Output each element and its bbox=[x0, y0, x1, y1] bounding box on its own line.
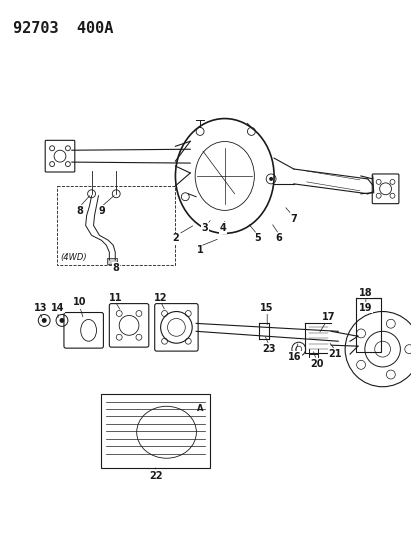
Bar bbox=[107, 258, 117, 264]
Text: 6: 6 bbox=[275, 233, 282, 243]
Text: 2: 2 bbox=[172, 233, 178, 243]
Text: 11: 11 bbox=[108, 293, 122, 303]
Text: 8: 8 bbox=[112, 263, 119, 273]
Text: 9: 9 bbox=[98, 206, 104, 215]
Text: 8: 8 bbox=[76, 206, 83, 215]
Text: 13: 13 bbox=[33, 303, 47, 312]
Text: A: A bbox=[196, 403, 203, 413]
Bar bbox=[57, 186, 175, 265]
Text: 4: 4 bbox=[219, 223, 225, 233]
Text: (4WD): (4WD) bbox=[60, 253, 86, 262]
Text: 18: 18 bbox=[358, 288, 372, 298]
Text: 10: 10 bbox=[73, 297, 86, 306]
Bar bbox=[355, 297, 380, 352]
Text: 5: 5 bbox=[253, 233, 260, 243]
Text: 15: 15 bbox=[260, 303, 273, 312]
Text: 19: 19 bbox=[358, 303, 372, 312]
Text: 21: 21 bbox=[328, 349, 341, 359]
Text: 16: 16 bbox=[287, 352, 301, 362]
Text: 17: 17 bbox=[321, 312, 334, 322]
Text: 3: 3 bbox=[201, 223, 208, 233]
Text: 1: 1 bbox=[196, 245, 203, 255]
Circle shape bbox=[59, 318, 64, 323]
Text: 20: 20 bbox=[309, 359, 323, 369]
Circle shape bbox=[42, 318, 47, 323]
Text: 12: 12 bbox=[154, 293, 167, 303]
Text: 22: 22 bbox=[149, 471, 162, 481]
Text: 23: 23 bbox=[262, 344, 275, 354]
Bar bbox=[101, 394, 209, 468]
Text: 92703  400A: 92703 400A bbox=[13, 21, 113, 36]
Text: 7: 7 bbox=[290, 214, 297, 223]
Text: 14: 14 bbox=[51, 303, 64, 312]
Circle shape bbox=[268, 177, 273, 181]
